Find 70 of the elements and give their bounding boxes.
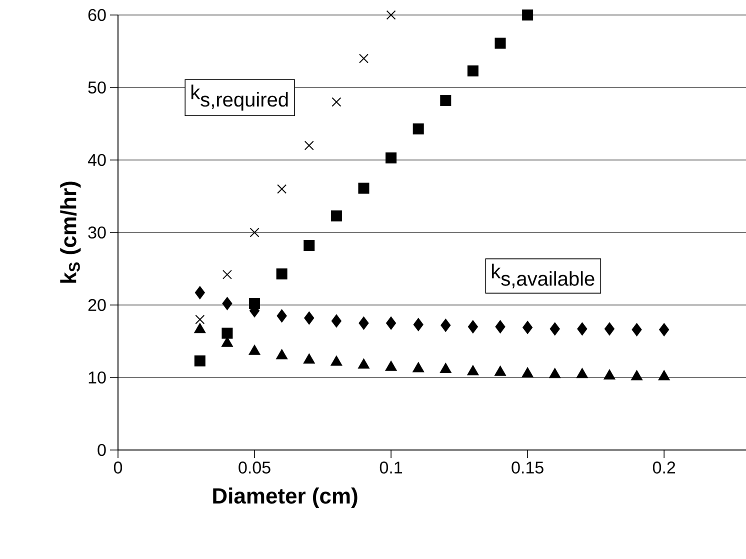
point (604, 322, 614, 336)
point (359, 54, 368, 64)
point (386, 10, 396, 20)
point (412, 362, 424, 372)
point (440, 95, 452, 106)
point (386, 316, 396, 330)
y-axis-title: k$_{S}$ (cm/hr) (60, 182, 81, 283)
x-tick-label: 0.2 (652, 462, 676, 474)
point (494, 38, 506, 49)
point (304, 240, 315, 252)
point (303, 354, 315, 364)
point (358, 182, 370, 194)
point (412, 123, 424, 134)
y-tick-label: 20 (88, 298, 106, 312)
x-tick-label: 0.1 (380, 462, 402, 474)
point (522, 10, 534, 20)
point (331, 314, 342, 328)
point (413, 318, 424, 332)
point (276, 349, 288, 360)
point (467, 65, 478, 76)
point (577, 322, 588, 336)
point (194, 323, 206, 334)
y-tick-label: 10 (88, 371, 106, 384)
point (632, 323, 642, 336)
point (332, 97, 342, 107)
x-tick-label: 0.05 (238, 462, 270, 474)
point (304, 140, 314, 150)
point (250, 228, 260, 238)
point (222, 297, 232, 310)
point (549, 368, 561, 378)
point (304, 312, 314, 325)
point (330, 356, 342, 366)
point (440, 363, 452, 374)
point (386, 152, 397, 164)
point (522, 320, 533, 334)
y-tick-label: 0 (98, 444, 106, 456)
point (467, 365, 479, 376)
x-axis-title: Diameter (cm) (213, 488, 358, 508)
y-tick-label: 40 (88, 154, 106, 166)
point (576, 368, 588, 378)
point (277, 184, 287, 194)
point (222, 270, 232, 280)
point (276, 268, 288, 280)
x-tick-label: 0 (114, 462, 122, 474)
y-tick-label: 30 (88, 226, 106, 239)
point (522, 367, 534, 378)
point (330, 210, 342, 222)
point (194, 286, 205, 300)
point (248, 344, 260, 355)
point (658, 370, 670, 380)
annotation: $\textrm{k}_{\textrm{s,required}}$ (191, 84, 288, 111)
point (276, 309, 287, 322)
point (440, 318, 451, 332)
point (222, 328, 233, 339)
y-tick-label: 50 (88, 81, 106, 94)
point (468, 320, 478, 334)
point (358, 358, 370, 369)
annotation: $\textrm{k}_{\textrm{s,available}}$ (492, 264, 594, 288)
point (659, 323, 670, 336)
y-tick-label: 60 (88, 8, 106, 22)
point (604, 370, 616, 380)
point (494, 366, 506, 376)
point (550, 322, 560, 336)
x-tick-label: 0.15 (512, 462, 544, 474)
point (631, 370, 642, 380)
point (195, 314, 205, 324)
point (358, 316, 369, 330)
point (194, 355, 206, 366)
point (385, 360, 397, 371)
point (495, 320, 506, 334)
